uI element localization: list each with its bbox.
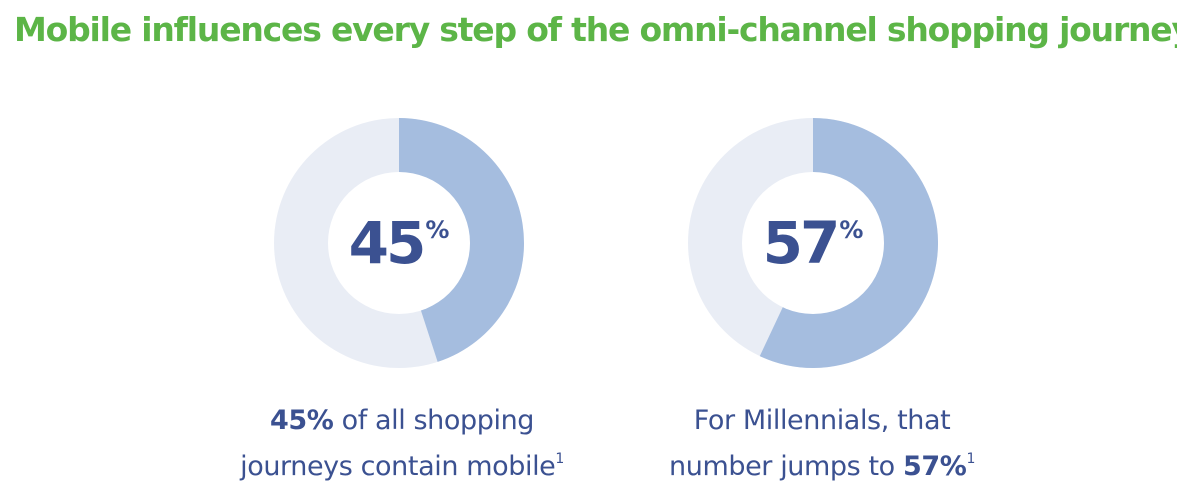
donut-value-label: 57% (688, 118, 938, 368)
donut-chart-millennials: 57% (688, 118, 938, 368)
caption-line-2: number jumps to 57%1 (622, 444, 1022, 490)
caption-line-1: For Millennials, that (622, 398, 1022, 444)
caption-millennials: For Millennials, that number jumps to 57… (622, 398, 1022, 490)
caption-all-shoppers: 45% of all shopping journeys contain mob… (202, 398, 602, 490)
donut-hole (328, 172, 470, 314)
donut-value-label: 45% (274, 118, 524, 368)
donut-percent-sign: % (839, 216, 864, 244)
caption-text: journeys contain mobile (240, 451, 556, 482)
page-title: Mobile influences every step of the omni… (14, 10, 1177, 49)
caption-text: For Millennials, that (693, 405, 951, 436)
donut-value-number: 57 (762, 209, 841, 277)
donut-value-number: 45 (348, 209, 427, 277)
caption-text: number jumps to (669, 451, 895, 482)
donut-chart-svg (688, 118, 938, 368)
caption-highlight: 57% (903, 451, 967, 482)
footnote-marker: 1 (555, 451, 564, 467)
caption-line-1: 45% of all shopping (202, 398, 602, 444)
donut-chart-svg (274, 118, 524, 368)
footnote-marker: 1 (966, 451, 975, 467)
donut-hole (742, 172, 884, 314)
donut-chart-all-shoppers: 45% (274, 118, 524, 368)
caption-line-2: journeys contain mobile1 (202, 444, 602, 490)
caption-highlight: 45% (269, 405, 334, 436)
caption-text: of all shopping (341, 405, 535, 436)
donut-percent-sign: % (425, 216, 450, 244)
